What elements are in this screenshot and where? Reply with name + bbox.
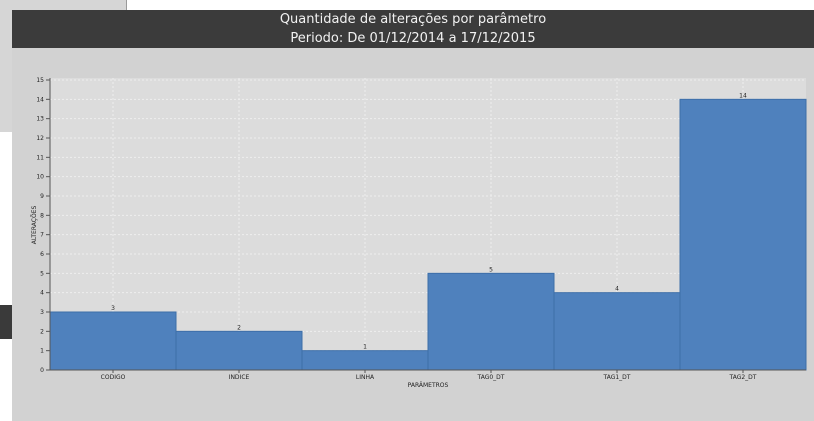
background-window-strip (0, 132, 12, 421)
x-tick-label: LINHA (356, 374, 375, 381)
chart-subtitle: Periodo: De 01/12/2014 a 17/12/2015 (290, 31, 536, 46)
y-tick-label: 11 (36, 154, 44, 161)
bar-tag2-dt[interactable] (679, 98, 807, 371)
y-axis-label: ALTERAÇÕES (31, 206, 38, 245)
bar-linha[interactable] (301, 350, 429, 371)
y-tick-label: 3 (40, 309, 44, 316)
y-tick-label: 9 (40, 193, 44, 200)
bar-value-label: 3 (111, 305, 115, 312)
x-tick-label: TAG2_DT (729, 374, 757, 381)
y-tick-label: 6 (40, 251, 44, 258)
y-tick-label: 8 (40, 212, 44, 219)
y-tick-label: 15 (36, 77, 44, 84)
bar-value-label: 5 (489, 266, 493, 273)
x-axis-label: PARÂMETROS (408, 382, 449, 389)
y-tick-label: 10 (36, 174, 44, 181)
grid-lines (50, 78, 806, 370)
x-tick-label: CODIGO (101, 374, 126, 381)
y-tick-label: 5 (40, 270, 44, 277)
bar-value-label: 14 (739, 92, 747, 99)
background-dark-tab (0, 305, 12, 339)
x-tick-label: TAG0_DT (477, 374, 505, 381)
bars: 3 2 1 5 4 14 (49, 92, 807, 371)
chart-header: Quantidade de alterações por parâmetro P… (12, 10, 814, 48)
bar-value-label: 2 (237, 324, 241, 331)
bar-value-label: 1 (363, 344, 367, 351)
y-tick-label: 13 (36, 116, 44, 123)
bar-indice[interactable] (175, 330, 303, 371)
y-tick-label: 4 (40, 290, 44, 297)
chart-panel: Quantidade de alterações por parâmetro P… (12, 10, 814, 421)
bar-tag0-dt[interactable] (427, 272, 555, 371)
y-tick-label: 7 (40, 232, 44, 239)
y-tick-label: 2 (40, 328, 44, 335)
y-tick-label: 14 (36, 96, 44, 103)
y-tick-label: 12 (36, 135, 44, 142)
x-tick-label: INDICE (229, 374, 250, 381)
x-tick-label: TAG1_DT (603, 374, 631, 381)
bar-value-label: 4 (615, 286, 619, 293)
y-tick-label: 0 (40, 367, 44, 374)
y-tick-label: 1 (40, 348, 44, 355)
bar-tag1-dt[interactable] (553, 292, 681, 371)
chart-title: Quantidade de alterações por parâmetro (279, 12, 547, 27)
bar-codigo[interactable] (49, 311, 177, 371)
